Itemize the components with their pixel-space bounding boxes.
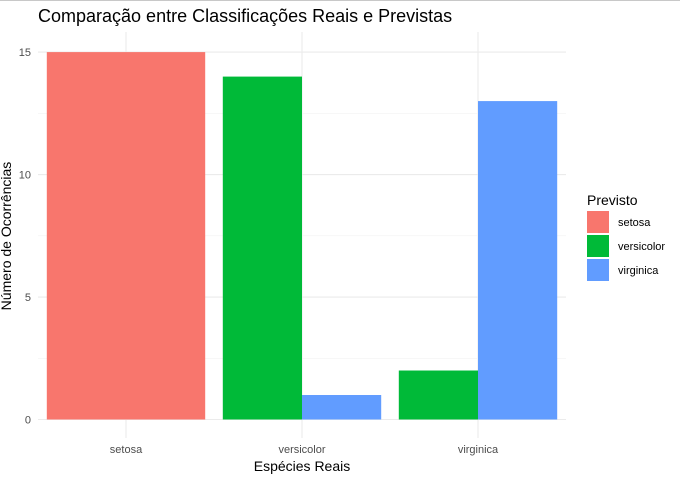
legend-title: Previsto: [587, 192, 638, 208]
bar-setosa-setosa: [46, 52, 206, 420]
y-tick-label: 15: [19, 47, 31, 59]
x-axis-title: Espécies Reais: [254, 458, 351, 474]
y-tick-label: 10: [19, 170, 31, 182]
x-axis-ticks: setosa versicolor virginica: [110, 444, 499, 456]
legend-key-virginica: [587, 259, 609, 281]
y-tick-label: 5: [25, 292, 31, 304]
x-tick-label: setosa: [110, 444, 143, 456]
x-tick-label: virginica: [458, 444, 499, 456]
chart-title: Comparação entre Classificações Reais e …: [38, 6, 452, 26]
legend-key-setosa: [587, 211, 609, 233]
bar-versicolor-versicolor: [222, 76, 302, 420]
legend: Previsto setosa versicolor virginica: [587, 192, 665, 281]
bar-virginica-versicolor: [398, 370, 478, 420]
bar-virginica-virginica: [478, 101, 558, 420]
y-axis-title: Número de Ocorrências: [0, 162, 14, 311]
bars: [46, 52, 558, 420]
legend-key-versicolor: [587, 235, 609, 257]
y-tick-label: 0: [25, 415, 31, 427]
x-tick-label: versicolor: [278, 444, 325, 456]
bar-versicolor-virginica: [302, 395, 382, 420]
y-axis-ticks: 0 5 10 15: [19, 47, 31, 426]
window-top-border: [0, 0, 680, 1]
legend-label-virginica: virginica: [618, 265, 659, 277]
legend-label-setosa: setosa: [618, 217, 651, 229]
legend-label-versicolor: versicolor: [618, 241, 665, 253]
